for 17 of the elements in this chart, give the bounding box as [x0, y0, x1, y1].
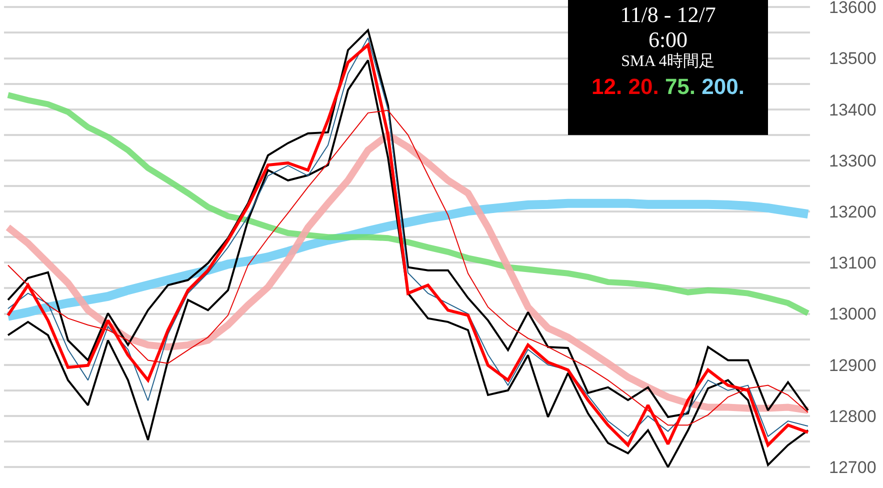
text: 20. [628, 74, 660, 99]
text: 12. [592, 74, 624, 99]
text: 200. [702, 74, 744, 99]
annotation: 11/8 - 12/7 [619, 2, 717, 27]
y-tick-label: 12900 [829, 356, 876, 375]
y-tick-label: 13400 [829, 100, 876, 120]
text: 75. [664, 74, 697, 99]
y-tick-label: 13300 [829, 151, 876, 170]
y-tick-label: 13500 [829, 49, 876, 68]
y-tick-label: 13600 [829, 0, 876, 18]
annotation: 6:00 [647, 27, 689, 52]
y-tick-label: 13200 [829, 202, 876, 222]
y-tick-label: 12700 [829, 458, 876, 477]
y-tick-label: 13100 [829, 254, 876, 273]
y-tick-label: 12800 [829, 406, 876, 426]
y-tick-label: 13000 [829, 304, 876, 324]
annotation: SMA 4時間足 [620, 53, 716, 70]
